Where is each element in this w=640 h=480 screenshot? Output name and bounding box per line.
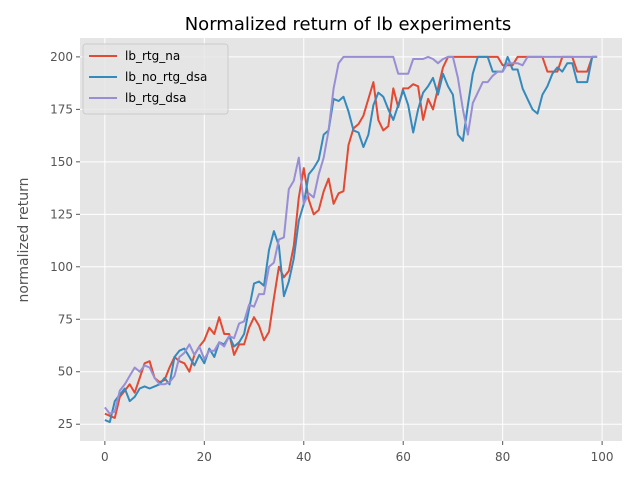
x-tick-label: 60: [396, 450, 411, 464]
y-axis-label: normalized return: [16, 177, 32, 302]
chart-title: Normalized return of lb experiments: [185, 14, 512, 35]
x-tick-label: 0: [101, 450, 109, 464]
x-axis-ticks: 0 20 40 60 80 100: [101, 441, 614, 464]
y-tick-label: 175: [50, 102, 73, 116]
legend-label: lb_rtg_na: [125, 49, 180, 63]
y-tick-label: 125: [50, 207, 73, 221]
legend: lb_rtg_na lb_no_rtg_dsa lb_rtg_dsa: [82, 43, 229, 115]
y-tick-label: 100: [50, 260, 73, 274]
x-tick-label: 80: [495, 450, 510, 464]
x-tick-label: 100: [591, 450, 614, 464]
series-layer: [104, 55, 598, 424]
legend-label: lb_no_rtg_dsa: [125, 70, 207, 84]
series-line-lb-rtg-dsa: [104, 55, 598, 415]
y-tick-label: 200: [50, 50, 73, 64]
y-tick-label: 150: [50, 155, 73, 169]
x-tick-label: 20: [197, 450, 212, 464]
series-line-lb-no-rtg-dsa: [104, 55, 598, 424]
legend-label: lb_rtg_dsa: [125, 91, 186, 105]
y-tick-label: 50: [58, 365, 73, 379]
series-line-lb-rtg-na: [104, 55, 598, 419]
y-axis-ticks: 25 50 75 100 125 150 175 200: [50, 50, 80, 431]
x-tick-label: 40: [296, 450, 311, 464]
y-tick-label: 25: [58, 417, 73, 431]
legend-box: [82, 43, 229, 115]
y-tick-label: 75: [58, 312, 73, 326]
